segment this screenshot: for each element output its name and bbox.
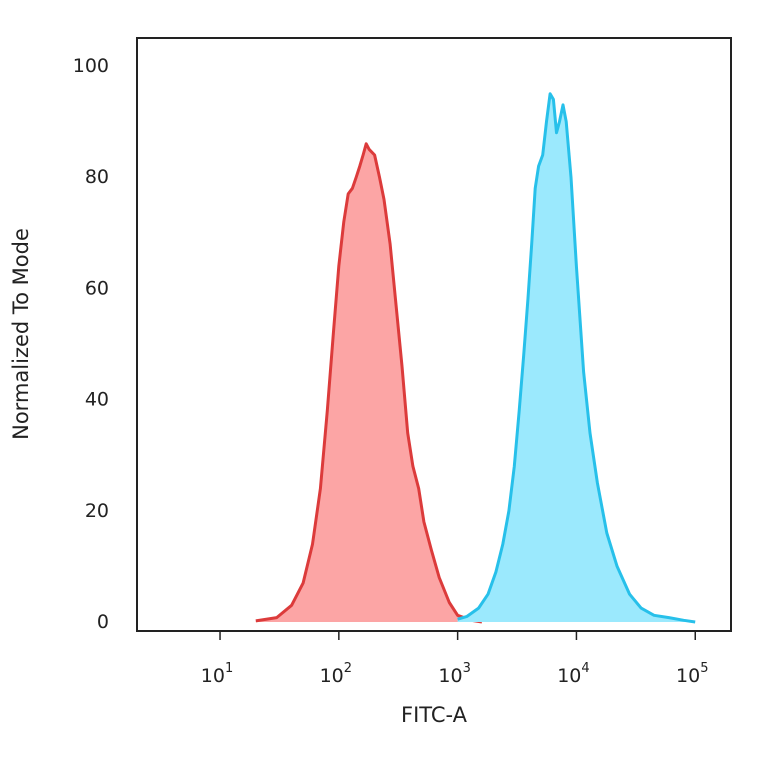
series-2-area [457,93,696,623]
x-tick-label: 103 [438,661,470,687]
series-2-line [457,92,696,624]
plot-background [137,38,731,631]
y-tick-label: 20 [85,500,109,522]
x-axis-ticks: 101 102 103 104 105 [201,631,708,687]
y-tick-label: 80 [85,166,109,188]
y-axis-title: Normalized To Mode [9,228,33,440]
x-tick-label: 101 [201,661,233,687]
x-tick-label: 104 [557,661,589,687]
x-tick-label: 105 [676,661,708,687]
y-tick-label: 0 [97,611,109,633]
series-1-line [255,142,483,624]
y-axis-ticks: 0 20 40 60 80 100 [73,55,109,633]
y-tick-label: 100 [73,55,109,77]
x-axis-title: FITC-A [401,703,468,727]
y-tick-label: 40 [85,389,109,411]
x-tick-label: 102 [320,661,352,687]
series-layer [255,92,696,624]
y-tick-label: 60 [85,277,109,299]
series-1-area [255,143,482,623]
plot-frame [136,37,732,632]
